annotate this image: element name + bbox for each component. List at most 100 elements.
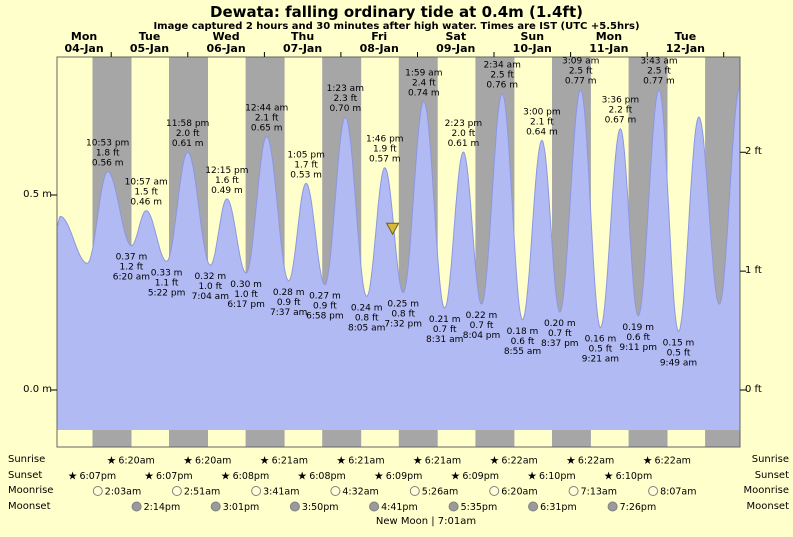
tide-low-label: 0.7 ft [470, 321, 494, 331]
day-name: Tue [675, 30, 697, 43]
tide-low-label: 0.18 m [507, 327, 539, 337]
tide-high-label: 0.61 m [448, 139, 480, 149]
tide-low-label: 0.6 ft [511, 337, 535, 347]
tide-low-label: 0.30 m [230, 280, 262, 290]
day-date: 10-Jan [513, 42, 552, 55]
tide-high-label: 2:34 am [484, 61, 521, 71]
tide-low-label: 9:49 am [660, 359, 697, 369]
day-name: Tue [139, 30, 161, 43]
tide-high-label: 10:53 pm [86, 139, 129, 149]
moonset-icon [369, 501, 380, 512]
moonrise-time: 8:07am [660, 487, 696, 498]
moonrise-icon [92, 486, 103, 496]
tide-low-label: 0.8 ft [391, 310, 415, 320]
sunrise-time: 6:22am [501, 456, 537, 467]
tide-high-label: 0.77 m [643, 77, 675, 87]
moonset-time: 6:31pm [540, 502, 577, 513]
tide-low-label: 8:37 pm [541, 339, 579, 349]
tide-low-label: 8:55 am [504, 347, 541, 357]
sunrise-icon: ★ [106, 454, 116, 467]
tide-low-label: 0.21 m [429, 315, 461, 325]
tide-low-label: 0.32 m [194, 272, 226, 282]
sunrise-time: 6:22am [655, 456, 691, 467]
day-date: 08-Jan [360, 42, 399, 55]
moonrise-icon [568, 486, 579, 496]
sunrise-icon: ★ [260, 454, 270, 467]
tide-high-label: 0.56 m [92, 159, 124, 169]
tide-high-label: 0.67 m [605, 116, 637, 126]
tide-low-label: 0.15 m [663, 339, 695, 349]
sunrise-icon: ★ [336, 454, 346, 467]
day-date: 11-Jan [589, 42, 628, 55]
tide-high-label: 2.4 ft [412, 78, 436, 88]
moonset-time: 3:01pm [223, 502, 260, 513]
y-axis-label-0-5m: 0.5 m [23, 189, 52, 200]
tide-low-label: 0.16 m [585, 335, 617, 345]
moonset-time: 2:14pm [144, 502, 181, 513]
tide-low-label: 9:11 pm [619, 343, 657, 353]
y-axis-label-2ft: 2 ft [745, 146, 762, 157]
sunset-time: 6:07pm [156, 471, 193, 482]
sunrise-icon: ★ [489, 454, 499, 467]
tide-high-label: 1:59 am [405, 68, 442, 78]
tide-low-label: 0.7 ft [548, 329, 572, 339]
tide-low-label: 0.19 m [622, 323, 654, 333]
tide-high-label: 1:46 pm [366, 135, 404, 145]
row-label-moonset-left: Moonset [8, 501, 51, 512]
sunset-icon: ★ [144, 470, 154, 483]
row-label-moonset-right: Moonset [746, 501, 790, 512]
tide-low-label: 0.28 m [273, 288, 305, 298]
tide-low-label: 0.7 ft [433, 325, 457, 335]
plot-border [56, 56, 741, 448]
tide-low-label: 0.6 ft [626, 333, 650, 343]
tide-low-label: 8:04 pm [463, 331, 501, 341]
tide-low-label: 7:04 am [192, 292, 229, 302]
day-name: Sat [445, 30, 466, 43]
tide-low-label: 0.5 ft [667, 349, 691, 359]
moonrise-time: 3:41am [263, 487, 299, 498]
tide-high-label: 2.0 ft [452, 129, 476, 139]
day-name: Fri [371, 30, 387, 43]
moonrise-icon [330, 486, 341, 496]
sunset-time: 6:07pm [80, 471, 117, 482]
day-date: 07-Jan [283, 42, 322, 55]
tide-low-label: 9:21 am [582, 355, 619, 365]
page-title: Dewata: falling ordinary tide at 0.4m (1… [210, 3, 583, 21]
moonset-time: 4:41pm [381, 502, 418, 513]
tide-high-label: 0.65 m [251, 124, 283, 134]
tide-low-label: 8:31 am [426, 335, 463, 345]
tide-low-label: 0.8 ft [355, 313, 379, 323]
sunset-icon: ★ [297, 470, 307, 483]
tide-high-label: 3:36 pm [602, 96, 640, 106]
sunrise-icon: ★ [413, 454, 423, 467]
sunset-icon: ★ [450, 470, 460, 483]
tide-low-label: 8:05 am [348, 323, 385, 333]
tide-low-label: 6:20 am [113, 273, 150, 283]
moonrise-time: 2:03am [105, 487, 141, 498]
current-tide-marker [385, 222, 400, 236]
tide-high-label: 3:00 pm [523, 107, 561, 117]
tide-high-label: 3:09 am [562, 57, 599, 67]
tide-low-label: 0.24 m [351, 303, 383, 313]
sunrise-time: 6:20am [195, 456, 231, 467]
tide-low-label: 0.9 ft [313, 302, 337, 312]
tide-high-label: 2:23 pm [445, 119, 483, 129]
sunset-icon: ★ [527, 470, 537, 483]
sunrise-time: 6:21am [348, 456, 384, 467]
tide-high-label: 2.1 ft [255, 114, 279, 124]
day-name: Thu [291, 30, 314, 43]
sunset-time: 6:08pm [233, 471, 270, 482]
moonset-icon [289, 501, 300, 512]
sunrise-time: 6:22am [578, 456, 614, 467]
moonrise-time: 6:20am [501, 487, 537, 498]
tide-high-label: 10:57 am [125, 178, 168, 188]
tide-high-label: 1.6 ft [215, 176, 239, 186]
moonset-icon [528, 501, 539, 512]
row-label-moonrise-left: Moonrise [8, 485, 54, 496]
y-axis-label-0ft: 0 ft [745, 384, 762, 395]
moonrise-icon [648, 486, 659, 496]
moonset-icon [607, 501, 618, 512]
tide-high-label: 0.61 m [172, 139, 204, 149]
day-name: Mon [71, 30, 97, 43]
